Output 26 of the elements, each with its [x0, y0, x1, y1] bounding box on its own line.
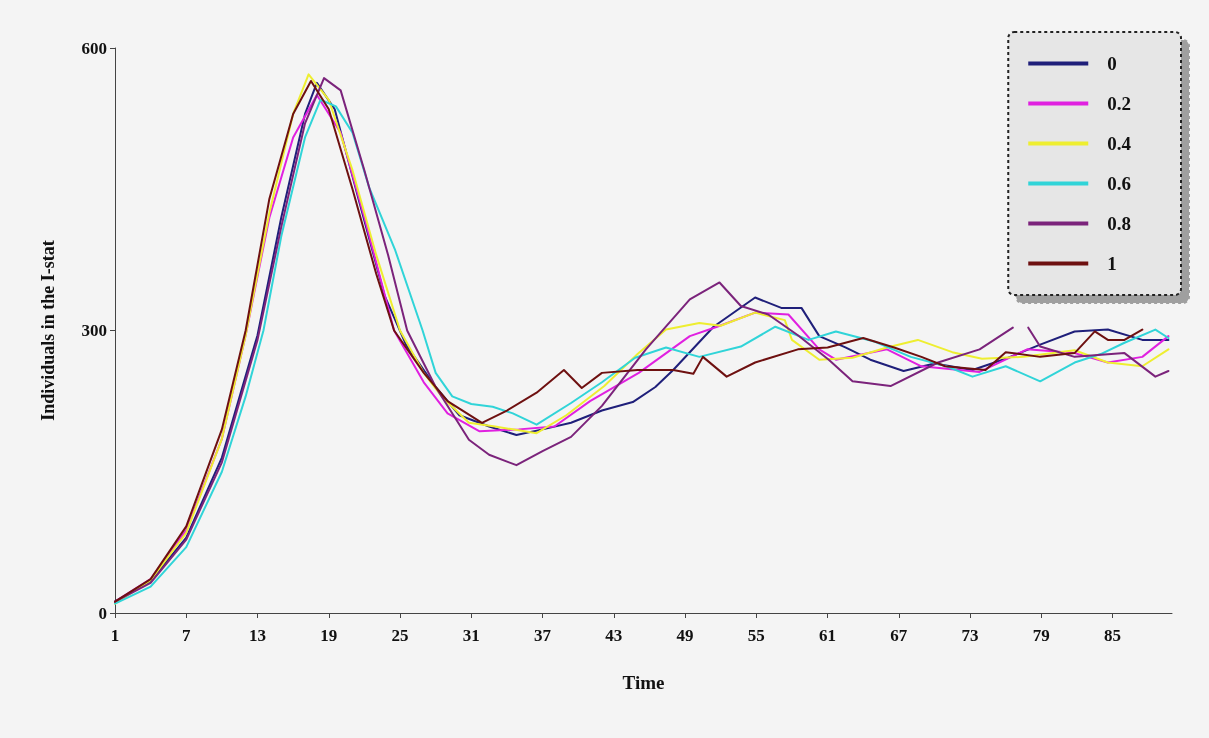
legend-label: 0.6: [1107, 173, 1131, 194]
x-tick-label: 1: [110, 626, 120, 645]
legend-label: 0.2: [1107, 93, 1131, 114]
x-tick-label: 25: [391, 626, 409, 645]
legend-label: 0: [1107, 53, 1117, 74]
x-tick-label: 19: [320, 626, 338, 645]
x-tick-label: 7: [182, 626, 192, 645]
x-tick-label: 55: [747, 626, 765, 645]
x-tick-label: 43: [605, 626, 623, 645]
x-tick-label: 67: [890, 626, 908, 645]
x-tick-label: 79: [1032, 626, 1050, 645]
y-tick-label: 600: [81, 38, 107, 58]
x-tick-label: 85: [1104, 626, 1122, 645]
y-tick-label: 0: [98, 603, 107, 623]
legend-label: 1: [1107, 253, 1117, 274]
legend-label: 0.8: [1107, 213, 1131, 234]
x-tick-label: 61: [819, 626, 837, 645]
x-tick-label: 49: [676, 626, 694, 645]
legend-label: 0.4: [1107, 133, 1132, 154]
x-tick-label: 31: [462, 626, 480, 645]
x-tick-label: 13: [249, 626, 267, 645]
x-axis-title: Time: [622, 672, 665, 693]
y-tick-label: 300: [81, 321, 107, 340]
x-tick-label: 37: [534, 626, 552, 645]
x-tick-label: 73: [961, 626, 979, 645]
y-axis-title: Individuals in the I-stat: [38, 240, 58, 421]
